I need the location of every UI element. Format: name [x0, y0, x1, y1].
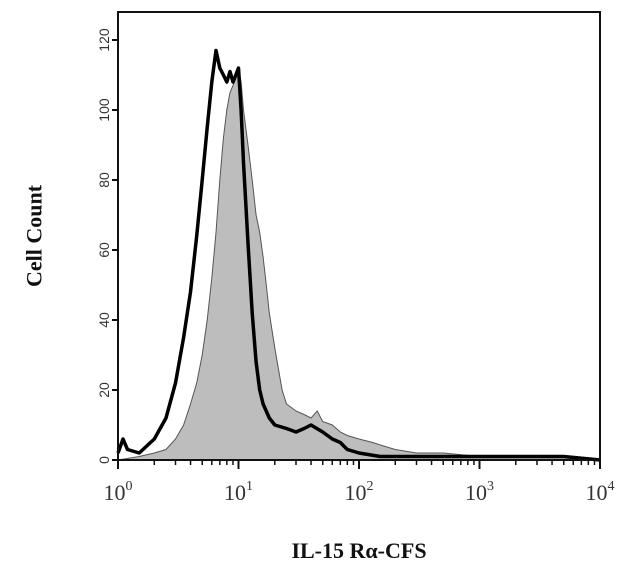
x-tick-label: 100 [104, 479, 133, 505]
y-axis: 0 20 40 60 80 100 120 [96, 28, 118, 464]
x-tick-label: 102 [345, 479, 374, 505]
series-0-filled-histogram [118, 68, 600, 460]
y-tick-label: 20 [96, 382, 112, 398]
y-tick-label: 60 [96, 242, 112, 258]
y-tick-label: 80 [96, 172, 112, 188]
x-tick-label: 101 [224, 479, 253, 505]
plot-frame [118, 12, 600, 460]
y-tick-label: 120 [96, 28, 112, 52]
y-tick-label: 0 [96, 456, 112, 464]
x-axis: 100 101 102 103 104 [104, 460, 615, 505]
y-tick-label: 40 [96, 312, 112, 328]
series-1-outline-histogram [118, 51, 600, 461]
x-axis-label: IL-15 Rα-CFS [291, 538, 426, 563]
plot-area [118, 51, 600, 461]
x-tick-label: 103 [465, 479, 494, 505]
y-tick-label: 100 [96, 98, 112, 122]
x-tick-label: 104 [586, 479, 615, 505]
y-axis-label: Cell Count [22, 184, 47, 287]
